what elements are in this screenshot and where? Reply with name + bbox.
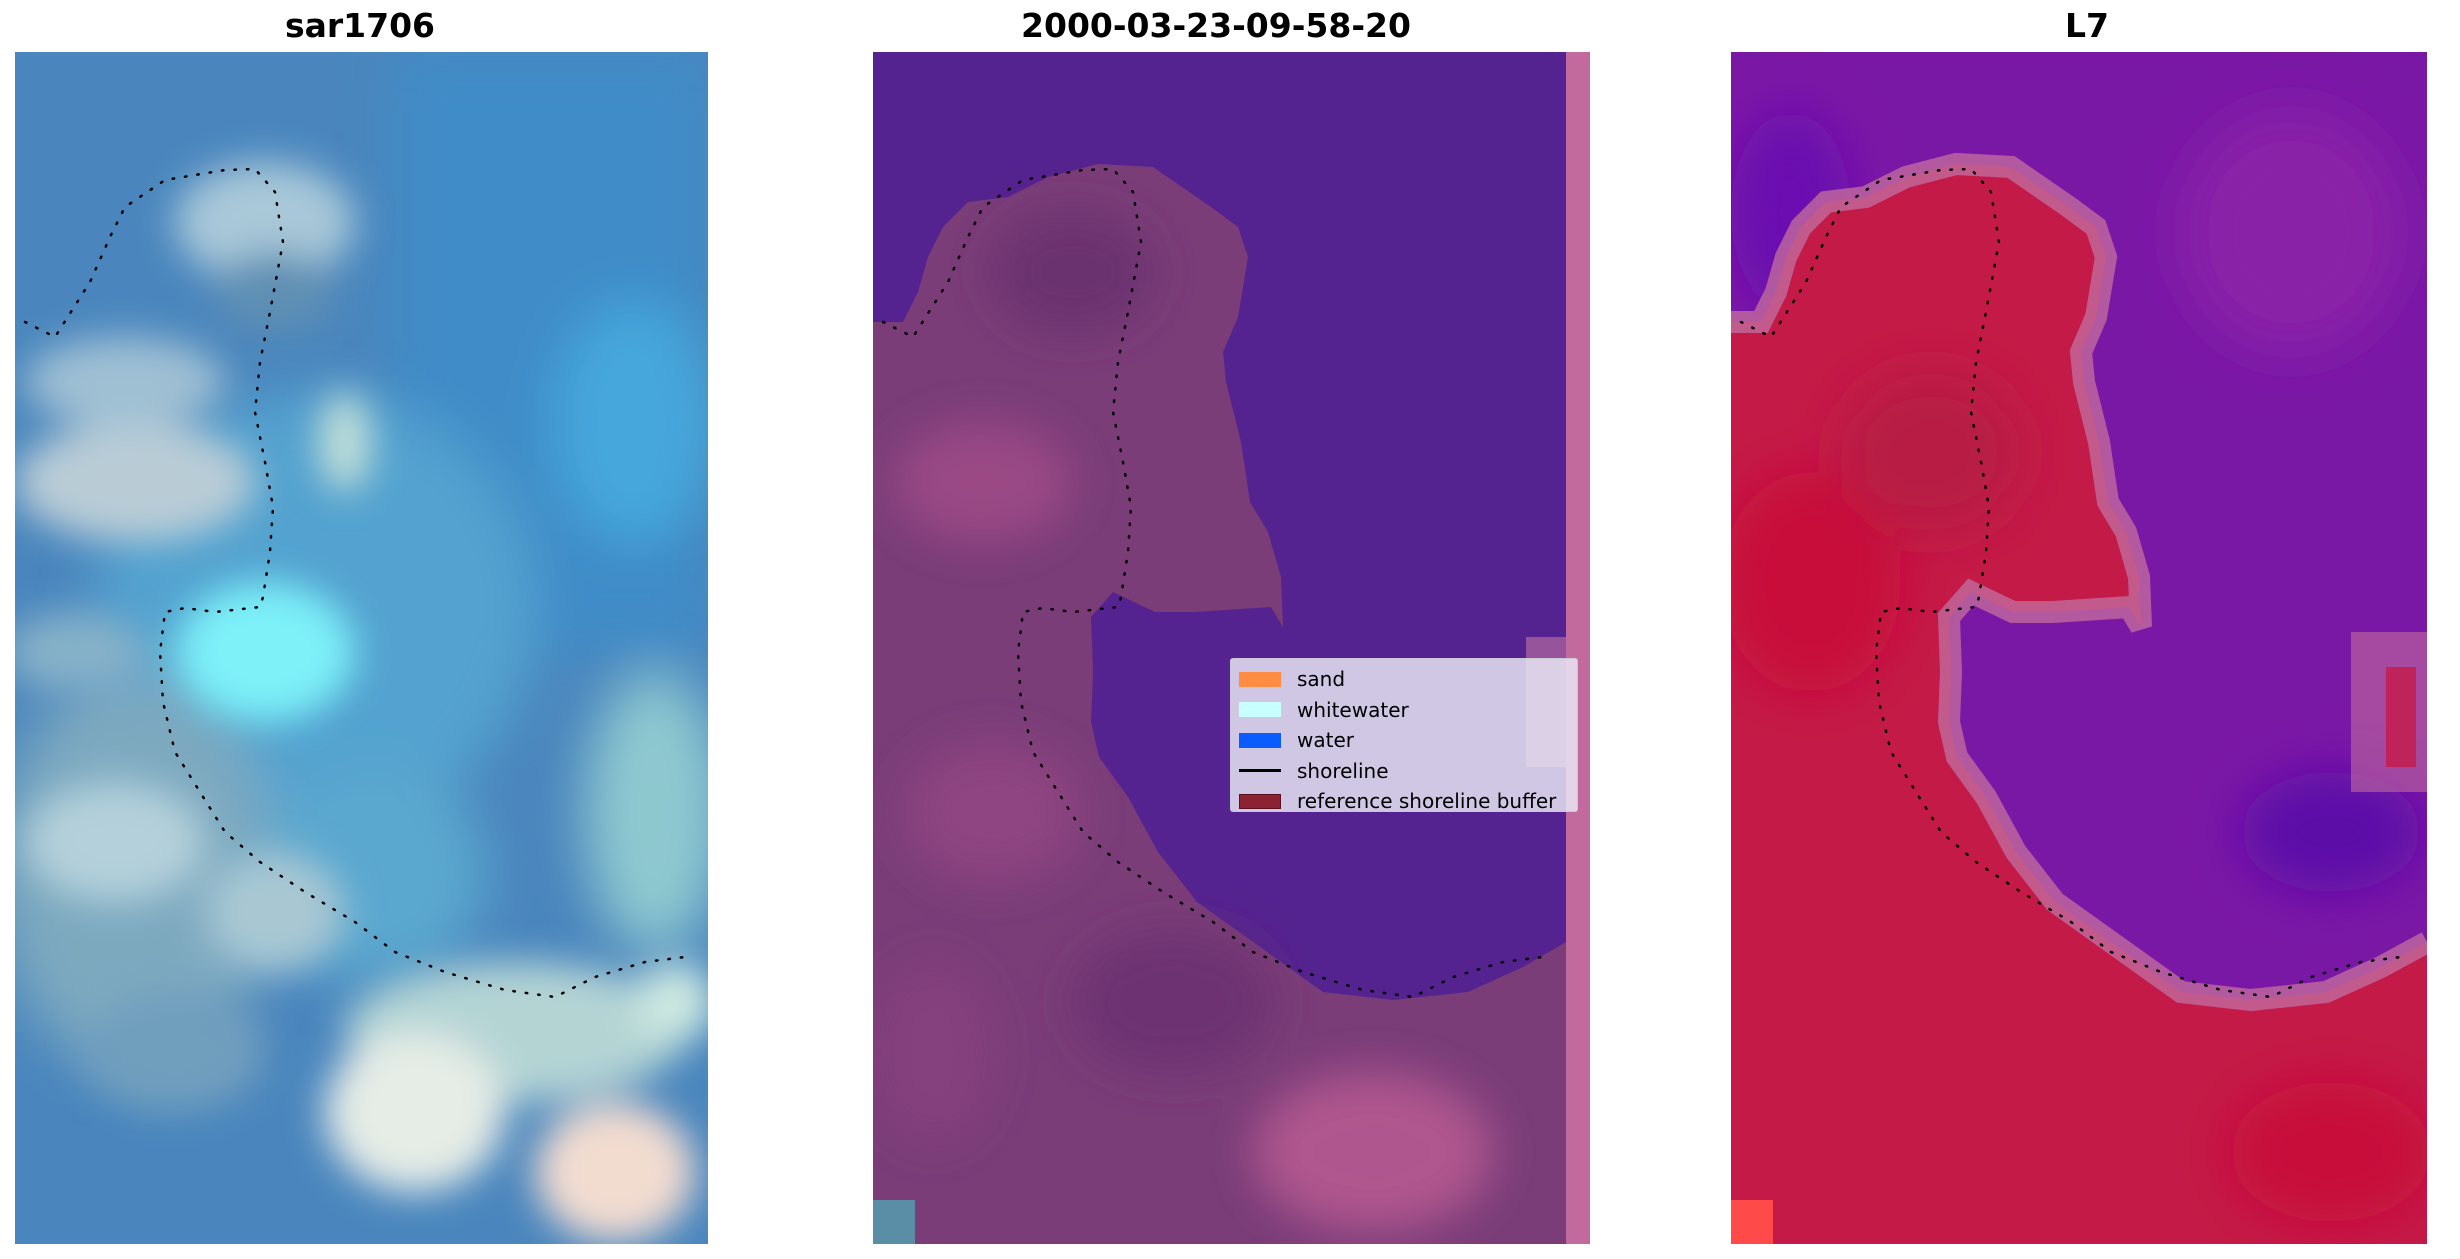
legend-item-reference-shoreline-buffer: reference shoreline buffer [1239,786,1569,817]
panel-title-rgb: sar1706 [284,6,436,45]
rgb-image [15,52,708,1244]
legend: sand whitewater water shoreline referenc… [1230,658,1578,813]
rgb-image-panel [15,52,708,1244]
legend-swatch-sand [1239,671,1281,687]
legend-line-shoreline [1239,769,1281,773]
index-image [1731,52,2427,1244]
legend-swatch-water [1239,732,1281,748]
panel-title-classified: 2000-03-23-09-58-20 [1021,6,1411,45]
legend-swatch-buffer [1239,793,1281,809]
land-class-region [873,164,1566,1244]
legend-label: sand [1297,667,1346,692]
legend-item-sand: sand [1239,664,1569,695]
classified-image [873,52,1590,1244]
legend-item-whitewater: whitewater [1239,695,1569,726]
legend-item-shoreline: shoreline [1239,756,1569,787]
legend-label: whitewater [1297,697,1409,722]
panel-title-index: L7 [2065,6,2109,45]
index-image-panel [1731,52,2427,1244]
legend-swatch-whitewater [1239,702,1281,718]
buffer-strip [1566,52,1590,1244]
legend-item-water: water [1239,725,1569,756]
legend-label: water [1297,728,1354,753]
classified-image-panel [873,52,1590,1244]
legend-label: shoreline [1297,758,1389,783]
legend-label: reference shoreline buffer [1297,789,1557,814]
